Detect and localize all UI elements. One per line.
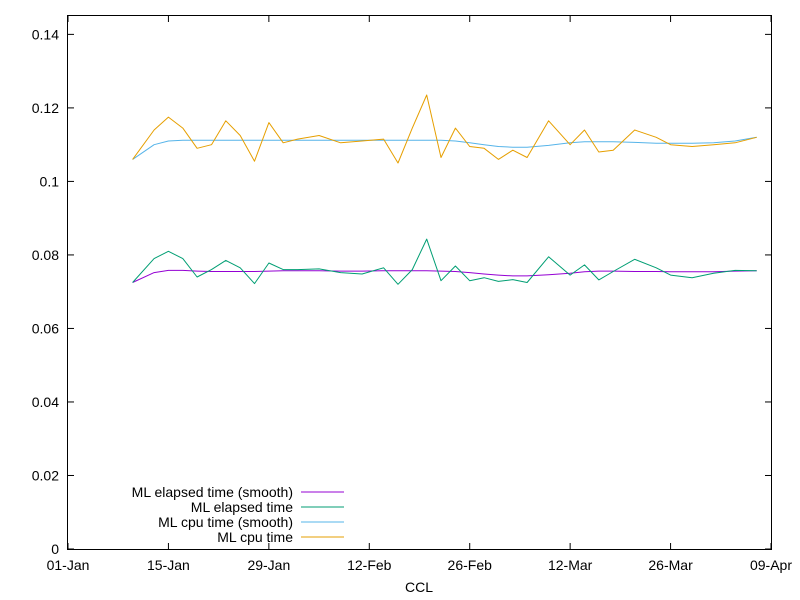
legend-label: ML elapsed time (smooth) — [132, 484, 293, 500]
series-line-1 — [132, 269, 757, 283]
series-line-3 — [132, 136, 757, 160]
legend-label: ML cpu time (smooth) — [158, 514, 293, 530]
x-tick-label: 15-Jan — [147, 557, 190, 573]
x-tick-label: 09-Apr — [750, 557, 792, 573]
series-lines — [132, 94, 757, 285]
x-axis-title: CCL — [405, 579, 433, 595]
x-tick-label: 26-Mar — [648, 557, 693, 573]
y-tick-label: 0.06 — [32, 320, 59, 336]
y-tick-label: 0 — [51, 541, 59, 557]
y-tick-label: 0.14 — [32, 26, 59, 42]
x-tick-label: 26-Feb — [448, 557, 493, 573]
legend: ML elapsed time (smooth)ML elapsed timeM… — [132, 484, 344, 545]
y-axis: 0 0.02 0.04 0.06 0.08 0.1 0.12 0.14 — [32, 26, 771, 557]
x-tick-label: 29-Jan — [247, 557, 290, 573]
x-axis: 01-Jan 15-Jan 29-Jan 12-Feb 26-Feb 12-Mar 26-M… — [47, 16, 792, 573]
y-tick-label: 0.1 — [40, 173, 60, 189]
series-line-2 — [132, 238, 757, 285]
plot-frame — [67, 15, 772, 550]
y-tick-label: 0.04 — [32, 394, 59, 410]
y-tick-label: 0.02 — [32, 467, 59, 483]
legend-label: ML cpu time — [217, 529, 293, 545]
series-line-4 — [132, 94, 757, 164]
legend-label: ML elapsed time — [191, 499, 293, 515]
y-tick-label: 0.08 — [32, 247, 59, 263]
x-tick-label: 12-Mar — [548, 557, 593, 573]
x-tick-label: 12-Feb — [347, 557, 392, 573]
y-tick-label: 0.12 — [32, 100, 59, 116]
x-tick-label: 01-Jan — [47, 557, 90, 573]
